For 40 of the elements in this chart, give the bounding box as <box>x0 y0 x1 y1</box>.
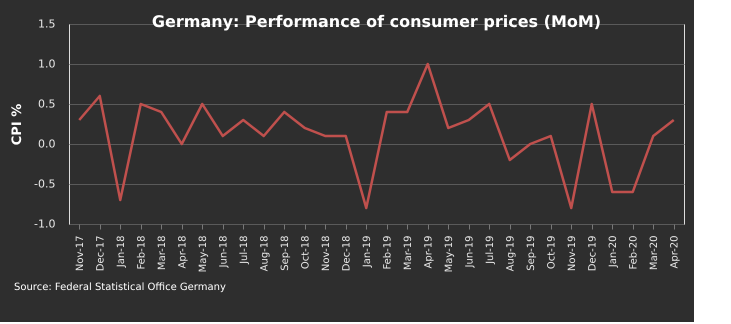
y-axis-title: CPI % <box>10 104 26 146</box>
x-tick-label: Jul-19 <box>484 236 496 265</box>
x-tick-label: Jun-18 <box>218 236 230 268</box>
x-tick-label: Dec-19 <box>587 236 598 272</box>
chart-title: Germany: Performance of consumer prices (MoM) <box>152 12 602 31</box>
y-tick-label: -0.5 <box>34 178 56 190</box>
x-tick-label: Jan-20 <box>608 236 619 268</box>
x-tick-label: Feb-18 <box>136 236 148 270</box>
x-tick-label: Dec-18 <box>341 236 352 272</box>
y-tick-label: 0.5 <box>38 98 56 110</box>
x-tick-label: Aug-19 <box>505 236 516 272</box>
x-tick-label: Apr-18 <box>177 236 188 268</box>
x-tick-label: Apr-19 <box>423 236 434 268</box>
y-tick-label: 1.0 <box>38 58 56 70</box>
x-tick-label: Dec-17 <box>95 236 106 272</box>
x-tick-label: Nov-19 <box>566 236 578 272</box>
x-tick-label: Oct-19 <box>546 236 558 270</box>
y-tick-label: -1.0 <box>34 218 56 230</box>
x-tick-label: May-18 <box>198 236 209 272</box>
source-note: Source: Federal Statistical Office Germany <box>14 282 226 293</box>
x-tick-label: Jan-19 <box>362 236 373 268</box>
x-tick-label: Sep-18 <box>280 236 291 271</box>
x-tick-label: Jan-18 <box>116 236 127 268</box>
x-tick-label: Feb-19 <box>382 236 394 270</box>
x-tick-label: Oct-18 <box>300 236 312 270</box>
x-tick-label: Feb-20 <box>628 236 640 270</box>
x-tick-label: May-19 <box>444 236 455 272</box>
x-tick-label: Aug-18 <box>259 236 270 272</box>
x-tick-label: Nov-17 <box>74 236 86 272</box>
x-tick-label: Mar-19 <box>402 236 414 270</box>
x-tick-label: Nov-18 <box>320 236 332 272</box>
y-tick-label: 1.5 <box>38 18 56 30</box>
x-tick-label: Sep-19 <box>526 236 537 271</box>
x-tick-label: Apr-20 <box>669 236 680 268</box>
x-tick-label: Jul-18 <box>238 236 250 265</box>
y-tick-label: 0.0 <box>38 138 56 150</box>
x-tick-label: Mar-18 <box>156 236 168 270</box>
x-tick-label: Jun-19 <box>464 236 476 268</box>
x-tick-label: Mar-20 <box>648 236 660 270</box>
line-series <box>78 62 675 210</box>
